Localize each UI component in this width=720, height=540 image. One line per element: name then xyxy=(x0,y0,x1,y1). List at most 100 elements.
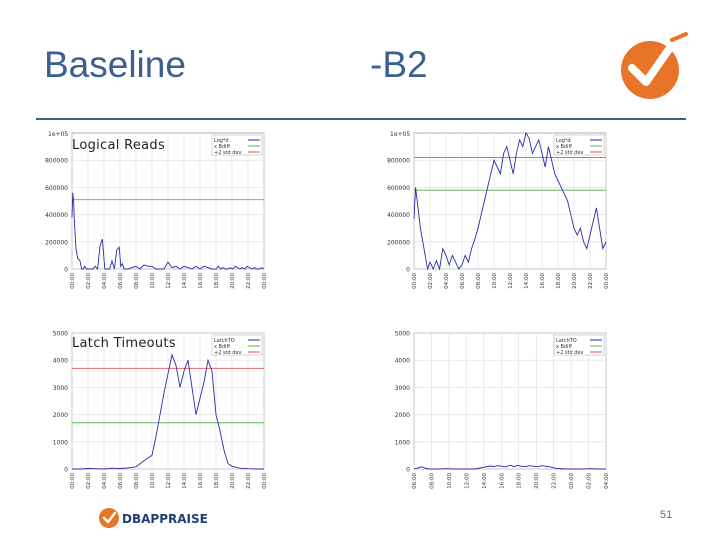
y-tick-label: 400000 xyxy=(45,212,68,219)
x-tick-label: 06:00 xyxy=(118,273,124,289)
x-tick-label: 08:00 xyxy=(134,273,140,289)
x-tick-label: 20:00 xyxy=(572,273,578,289)
x-tick-label: 14:00 xyxy=(524,273,530,289)
y-tick-label: 3000 xyxy=(53,385,68,392)
x-tick-label: 18:00 xyxy=(556,273,562,289)
brand-check-logo xyxy=(621,32,688,99)
y-tick-label: 600000 xyxy=(387,185,410,192)
legend-label: x Bdiff xyxy=(556,344,573,350)
x-tick-label: 00:00 xyxy=(569,473,575,489)
legend-label: +2 std dev xyxy=(556,350,584,356)
x-tick-label: 12:00 xyxy=(508,273,514,289)
series-line xyxy=(71,192,265,271)
x-tick-label: 12:00 xyxy=(166,273,172,289)
axis-exponent-label: 1e+05 xyxy=(48,131,68,138)
x-tick-label: 18:00 xyxy=(214,273,220,289)
x-tick-label: 14:00 xyxy=(182,473,188,489)
y-tick-label: 0 xyxy=(406,267,410,274)
x-tick-label: 12:00 xyxy=(166,473,172,489)
x-tick-label: 16:00 xyxy=(198,473,204,489)
x-tick-label: 14:00 xyxy=(182,273,188,289)
x-tick-label: 06:00 xyxy=(412,473,418,489)
y-tick-label: 800000 xyxy=(45,158,68,165)
series-line xyxy=(413,131,607,271)
x-tick-label: 04:00 xyxy=(604,473,610,489)
x-tick-label: 02:00 xyxy=(86,473,92,489)
legend-label: x Bdiff xyxy=(556,144,573,150)
legend-label: Log*d xyxy=(214,138,229,144)
page-number: 51 xyxy=(660,509,673,521)
x-tick-label: 04:00 xyxy=(102,473,108,489)
chart-baseline-logical-reads: 0 200000 400000 600000 800000 00:00 02:00 04:00… xyxy=(45,131,268,289)
x-tick-label: 22:00 xyxy=(588,273,594,289)
x-tick-label: 04:00 xyxy=(444,273,450,289)
series-line xyxy=(413,464,606,470)
slide-title-b2: -B2 xyxy=(370,44,428,85)
y-tick-label: 0 xyxy=(64,267,68,274)
y-tick-label: 2000 xyxy=(53,412,68,419)
axis-exponent-label: 1e+05 xyxy=(390,131,410,138)
legend-label: Log*d xyxy=(556,138,571,144)
y-tick-label: 4000 xyxy=(395,358,410,365)
x-tick-label: 20:00 xyxy=(230,473,236,489)
legend-label: LatchTO xyxy=(214,338,235,344)
label-logical-reads: Logical Reads xyxy=(72,138,166,153)
x-tick-label: 08:00 xyxy=(429,473,435,489)
y-tick-label: 5000 xyxy=(395,331,410,338)
x-tick-label: 02:00 xyxy=(86,273,92,289)
legend-label: +2 std dev xyxy=(556,150,584,156)
y-tick-label: 1000 xyxy=(395,439,410,446)
title-divider xyxy=(36,118,686,120)
x-tick-label: 20:00 xyxy=(534,473,540,489)
x-tick-label: 06:00 xyxy=(118,473,124,489)
x-tick-label: 14:00 xyxy=(482,473,488,489)
x-tick-label: 06:00 xyxy=(460,273,466,289)
legend-label: +2 std dev xyxy=(214,350,242,356)
x-tick-label: 10:00 xyxy=(492,273,498,289)
label-latch-timeouts: Latch Timeouts xyxy=(72,336,176,351)
x-tick-label: 08:00 xyxy=(134,473,140,489)
x-tick-label: 04:00 xyxy=(102,273,108,289)
y-tick-label: 4000 xyxy=(53,358,68,365)
slide-title-baseline: Baseline xyxy=(44,44,186,85)
y-tick-label: 3000 xyxy=(395,385,410,392)
legend-label: x Bdiff xyxy=(214,344,231,350)
y-tick-label: 200000 xyxy=(45,239,68,246)
y-tick-label: 200000 xyxy=(387,239,410,246)
series-line xyxy=(72,353,264,470)
legend-label: +2 std dev xyxy=(214,150,242,156)
y-tick-label: 5000 xyxy=(53,331,68,338)
x-tick-label: 10:00 xyxy=(150,473,156,489)
plot-frame xyxy=(413,332,607,470)
chart-baseline-latch-timeouts: 0 1000 2000 3000 4000 5000 00:00 02:00 04:00 06:0… xyxy=(53,331,268,489)
y-tick-label: 400000 xyxy=(387,212,410,219)
x-tick-label: 00:00 xyxy=(604,273,610,289)
x-tick-label: 16:00 xyxy=(499,473,505,489)
x-tick-label: 18:00 xyxy=(517,473,523,489)
x-tick-label: 18:00 xyxy=(214,473,220,489)
x-tick-label: 00:00 xyxy=(262,273,268,289)
x-tick-label: 22:00 xyxy=(246,473,252,489)
x-tick-label: 10:00 xyxy=(150,273,156,289)
x-tick-label: 10:00 xyxy=(447,473,453,489)
y-tick-label: 0 xyxy=(406,467,410,474)
x-tick-label: 02:00 xyxy=(587,473,593,489)
x-tick-label: 00:00 xyxy=(412,273,418,289)
x-tick-label: 16:00 xyxy=(540,273,546,289)
legend-label: LatchTO xyxy=(556,338,577,344)
x-tick-label: 20:00 xyxy=(230,273,236,289)
x-tick-label: 22:00 xyxy=(246,273,252,289)
x-tick-label: 02:00 xyxy=(428,273,434,289)
x-tick-label: 16:00 xyxy=(198,273,204,289)
x-tick-label: 00:00 xyxy=(262,473,268,489)
dbappraise-logo: DBAPPRAISE xyxy=(99,508,208,528)
y-tick-label: 1000 xyxy=(53,439,68,446)
legend-label: x Bdiff xyxy=(214,144,231,150)
x-tick-label: 12:00 xyxy=(464,473,470,489)
y-tick-label: 600000 xyxy=(45,185,68,192)
x-tick-label: 08:00 xyxy=(476,273,482,289)
x-tick-label: 22:00 xyxy=(552,473,558,489)
chart-b2-logical-reads: 0 200000 400000 600000 800000 00:00 02:00 04:00… xyxy=(387,131,610,289)
x-tick-label: 00:00 xyxy=(70,273,76,289)
x-tick-label: 00:00 xyxy=(70,473,76,489)
